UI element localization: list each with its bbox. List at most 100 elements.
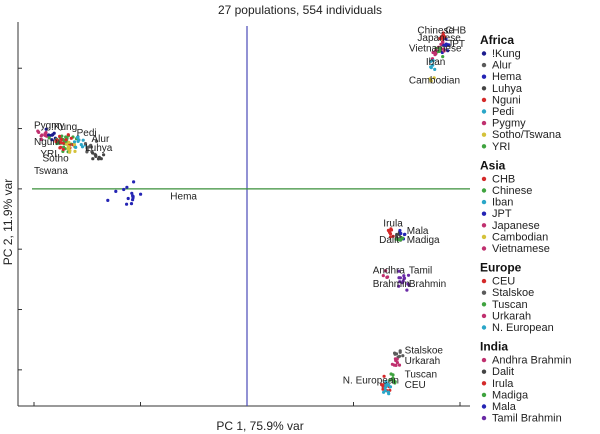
data-point-sotho-tswana xyxy=(65,142,69,146)
data-point-cambodian xyxy=(429,79,433,83)
data-point-chb xyxy=(441,33,446,37)
legend-item-label: Dalit xyxy=(492,366,514,378)
legend-item-label: Alur xyxy=(492,60,512,72)
data-point-tamil-brahmin xyxy=(398,280,402,284)
data-point-cambodian xyxy=(432,76,436,80)
legend-marker xyxy=(481,357,487,363)
data-point-chinese xyxy=(437,49,442,54)
point-annotation: Dalit xyxy=(379,235,399,246)
legend-marker xyxy=(481,51,487,56)
data-point-madiga xyxy=(401,236,405,240)
data-point-tamil-brahmin xyxy=(397,269,401,273)
point-annotation: Cambodian xyxy=(409,75,460,86)
legend-marker xyxy=(481,381,487,386)
data-point-chinese xyxy=(438,47,442,51)
legend-item-label: Stalskoe xyxy=(492,287,534,299)
legend-item-label: N. European xyxy=(492,322,554,334)
data-point-iban xyxy=(429,66,433,70)
legend-item-label: Sotho/Tswana xyxy=(492,129,562,141)
data-point-hema xyxy=(131,198,135,202)
data-point-sotho-tswana xyxy=(73,149,77,153)
data-point-jpt xyxy=(446,49,450,53)
data-point-stalskoe xyxy=(401,354,405,358)
legend-marker xyxy=(481,97,487,103)
legend-marker xyxy=(481,278,487,284)
data-point-japanese xyxy=(439,42,443,46)
point-annotation: Vietnamese xyxy=(409,44,462,55)
point-annotation: Pedi xyxy=(77,128,97,139)
legend-item-label: Urkarah xyxy=(492,310,531,322)
data-point-hema xyxy=(106,198,110,202)
data-point-madiga xyxy=(394,237,398,241)
data-point-urkarah xyxy=(393,357,397,361)
data-point-jpt xyxy=(444,37,448,41)
data-point-dalit xyxy=(395,232,399,237)
point-annotation: YRI xyxy=(40,149,57,160)
legend-marker xyxy=(481,109,487,114)
point-annotation: Sotho xyxy=(43,154,70,165)
data-point-alur xyxy=(89,145,93,149)
data-point-pedi xyxy=(77,138,81,142)
data-point-jpt xyxy=(446,43,450,47)
data-point-yri xyxy=(64,135,68,139)
plot-frame xyxy=(17,22,470,407)
legend-item-label: Luhya xyxy=(492,83,523,95)
data-point-tuscan xyxy=(393,380,397,384)
data-point-nguni xyxy=(69,136,73,140)
data-point-alur xyxy=(94,139,99,143)
point-annotation: Chinese xyxy=(417,26,454,37)
data-point-japanese xyxy=(441,40,445,44)
legend-item-label: Nguni xyxy=(492,94,521,106)
legend-marker xyxy=(481,404,487,409)
legend-item-label: Pygmy xyxy=(492,118,526,130)
legend-item-label: JPT xyxy=(492,208,512,220)
point-annotation: Stalskoe xyxy=(405,345,444,356)
data-point-luhya xyxy=(91,157,95,161)
data-point-alur xyxy=(87,145,91,149)
data-point-pedi xyxy=(80,145,85,149)
legend-marker xyxy=(481,234,487,240)
data-point-pygmy xyxy=(36,129,40,133)
data-point-tamil-brahmin xyxy=(405,288,409,292)
point-annotation: !Kung xyxy=(51,122,77,133)
point-annotation: CHB xyxy=(445,26,466,37)
legend-item-label: Japanese xyxy=(492,220,540,232)
data-point-mala xyxy=(398,228,402,233)
data-point-vietnamese xyxy=(431,50,435,55)
data-point-vietnamese xyxy=(433,49,437,54)
legend-marker xyxy=(481,302,487,307)
legend-marker xyxy=(481,132,487,137)
data-point-luhya xyxy=(94,154,98,158)
data-point-nguni xyxy=(59,140,63,145)
chart-title: 27 populations, 554 individuals xyxy=(218,3,382,17)
data-point-hema xyxy=(125,202,129,206)
data-point-mala xyxy=(403,232,407,236)
y-axis-label: PC 2, 11.9% var xyxy=(1,179,15,265)
point-annotation: Tamil xyxy=(409,265,432,276)
legend-item-label: Chinese xyxy=(492,185,532,197)
data-point-sotho-tswana xyxy=(67,140,71,144)
point-annotation: Hema xyxy=(170,191,197,202)
legend-marker xyxy=(481,392,487,398)
legend-item-label: Vietnamese xyxy=(492,243,550,255)
data-point-stalskoe xyxy=(398,350,402,354)
data-point-urkarah xyxy=(390,362,394,366)
point-annotation: Tuscan xyxy=(405,369,437,380)
data-point-tuscan xyxy=(389,372,393,376)
point-annotation: Andhra xyxy=(373,265,406,276)
data-point-tamil-brahmin xyxy=(401,279,405,283)
data-point--kung xyxy=(44,127,48,131)
point-annotation: Urkarah xyxy=(405,356,441,367)
data-point-iban xyxy=(431,59,435,63)
data-point-nguni xyxy=(59,137,63,142)
data-point-tamil-brahmin xyxy=(402,277,406,281)
legend-marker xyxy=(481,313,487,319)
data-point-pygmy xyxy=(39,137,44,142)
data-point-tamil-brahmin xyxy=(406,282,410,286)
data-point-alur xyxy=(83,142,88,146)
legend-marker xyxy=(481,246,487,251)
legend-item-label: !Kung xyxy=(492,48,521,60)
legend-item-label: Hema xyxy=(492,71,522,83)
